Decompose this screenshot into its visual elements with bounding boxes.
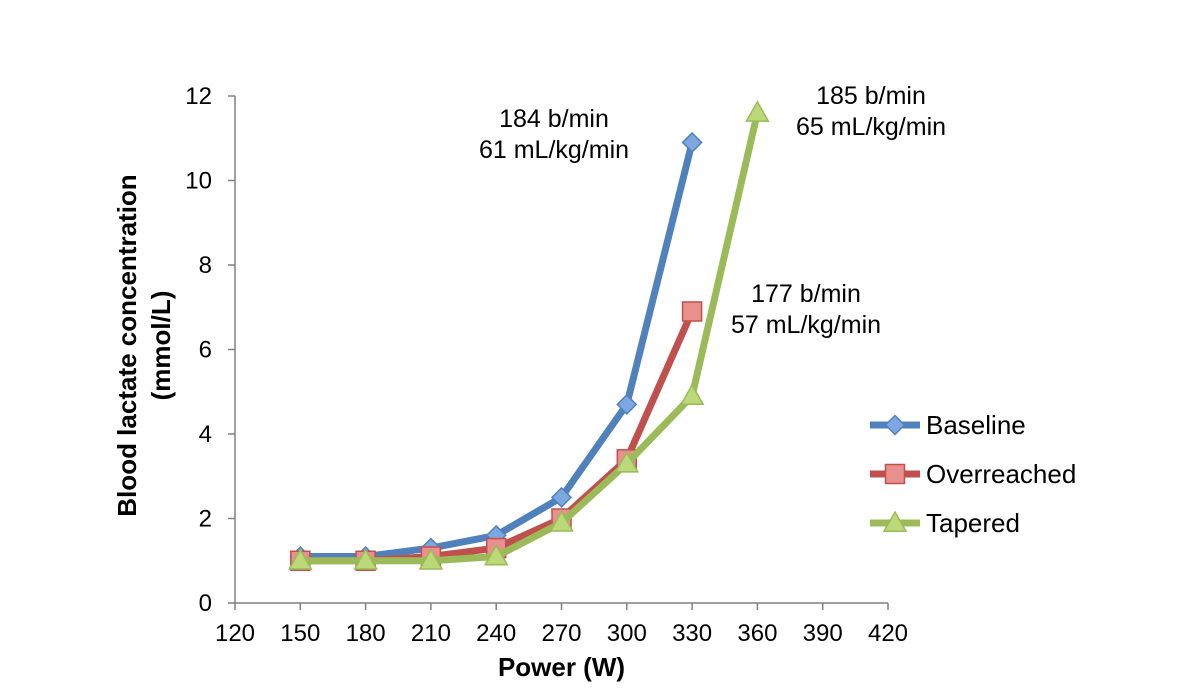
y-tick-label: 2: [199, 506, 212, 533]
series-line-baseline: [296, 138, 696, 561]
axes: 0 2 4 6 8 10 12 120 150 180 210 240 270 300 330 360 390…: [185, 83, 908, 647]
legend-label-tapered: Tapered: [926, 508, 1020, 538]
y-axis-title: Blood lactate concentration (mmol/L): [112, 174, 176, 516]
data-point-baseline: [550, 486, 573, 508]
x-tick-label: 390: [803, 620, 843, 647]
data-point-tapered: [353, 548, 378, 570]
x-ticks: 120 150 180 210 240 270 300 330 360 390 420: [215, 603, 908, 647]
x-tick-label: 120: [215, 620, 255, 647]
y-axis-title-line-1: Blood lactate concentration: [112, 174, 142, 516]
x-axis-title: Power (W): [498, 652, 625, 682]
y-tick-label: 0: [199, 590, 212, 617]
y-axis-title-line-2: (mmol/L): [146, 291, 176, 401]
series-line-overreached: [296, 307, 696, 565]
x-tick-label: 210: [411, 620, 451, 647]
x-tick-label: 300: [607, 620, 647, 647]
data-point-tapered: [288, 548, 313, 570]
legend-label-baseline: Baseline: [926, 410, 1026, 440]
legend-marker-tapered: [882, 510, 908, 532]
y-tick-label: 6: [199, 337, 212, 364]
series-layer: [288, 100, 770, 571]
x-tick-label: 270: [541, 620, 581, 647]
annotation-tapered-line-1: 185 b/min: [816, 82, 926, 110]
x-tick-label: 420: [868, 620, 908, 647]
legend-item-baseline: Baseline: [870, 410, 1026, 440]
y-tick-label: 8: [199, 252, 212, 279]
data-point-tapered: [418, 548, 444, 570]
data-point-tapered: [614, 451, 640, 473]
legend-label-overreached: Overreached: [926, 459, 1076, 489]
data-point-overreached: [681, 301, 703, 322]
annotation-overreached-line-2: 57 mL/kg/min: [731, 311, 881, 339]
legend-item-overreached: Overreached: [870, 459, 1076, 489]
legend-item-tapered: Tapered: [870, 508, 1020, 538]
annotation-overreached-line-1: 177 b/min: [751, 280, 861, 308]
x-tick-label: 180: [346, 620, 386, 647]
series-tapered: [288, 100, 770, 570]
y-tick-label: 10: [185, 168, 212, 195]
data-point-baseline: [681, 131, 703, 154]
data-point-tapered: [745, 100, 770, 122]
annotation-tapered-line-2: 65 mL/kg/min: [796, 113, 946, 141]
legend: Baseline Overreached Tapered: [870, 410, 1076, 538]
y-tick-label: 12: [185, 83, 212, 110]
x-tick-label: 240: [476, 620, 516, 647]
series-line-tapered: [296, 109, 761, 565]
series-baseline: [289, 131, 703, 568]
data-point-tapered: [679, 383, 705, 405]
y-tick-label: 4: [199, 421, 212, 448]
y-ticks: 0 2 4 6 8 10 12: [185, 83, 235, 617]
x-tick-label: 150: [280, 620, 320, 647]
legend-marker-baseline: [884, 414, 906, 436]
annotations: 184 b/min 61 mL/kg/min 185 b/min 65 mL/k…: [479, 82, 946, 339]
data-point-tapered: [549, 510, 574, 532]
x-tick-label: 330: [672, 620, 712, 647]
legend-marker-overreached: [884, 463, 906, 485]
annotation-baseline-line-1: 184 b/min: [499, 105, 609, 133]
annotation-baseline-line-2: 61 mL/kg/min: [479, 136, 629, 164]
data-point-baseline: [616, 393, 638, 415]
data-point-tapered: [483, 544, 509, 566]
x-tick-label: 360: [737, 620, 777, 647]
